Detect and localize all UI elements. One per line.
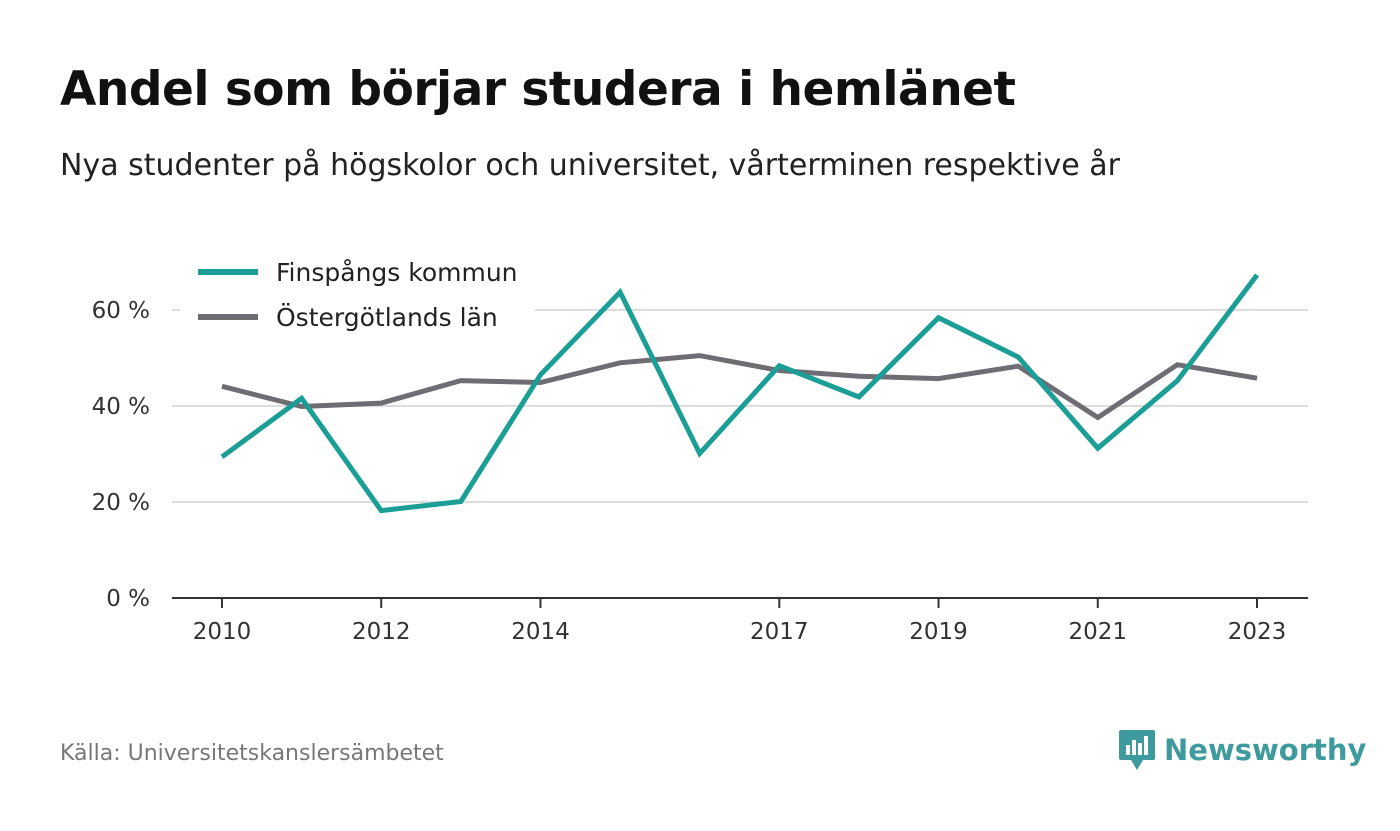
legend-label: Östergötlands län — [276, 303, 498, 332]
legend-label: Finspångs kommun — [276, 258, 518, 287]
series-line-ostergotland — [221, 353, 1258, 421]
x-axis: 2010 2012 2014 2017 2019 2021 2023 — [172, 597, 1308, 645]
chart-subtitle: Nya studenter på högskolor och universit… — [60, 148, 1120, 183]
chart-title: Andel som börjar studera i hemlänet — [60, 62, 1016, 117]
x-tick-label: 2021 — [1068, 619, 1127, 645]
y-tick-label: 60 % — [92, 298, 150, 324]
source-note: Källa: Universitetskanslersämbetet — [60, 741, 444, 766]
x-tick-label: 2014 — [511, 619, 570, 645]
line-chart: 0 % 20 % 40 % 60 % 2010 2012 2014 2017 2019 2021… — [91, 248, 1308, 645]
y-tick-label: 0 % — [106, 586, 150, 612]
x-tick-label: 2010 — [193, 619, 252, 645]
y-tick-label: 20 % — [92, 490, 150, 516]
newsworthy-logo-icon — [1119, 730, 1155, 770]
legend-background — [180, 248, 535, 340]
legend: Finspångs kommun Östergötlands län — [180, 248, 535, 340]
series-line-finspang — [220, 273, 1259, 514]
x-tick-label: 2023 — [1228, 619, 1287, 645]
y-axis-tick-labels: 0 % 20 % 40 % 60 % — [92, 298, 150, 612]
y-tick-label: 40 % — [92, 394, 150, 420]
brand-logo: Newsworthy — [1118, 728, 1366, 772]
x-tick-label: 2017 — [750, 619, 809, 645]
brand-name: Newsworthy — [1164, 733, 1367, 767]
x-tick-label: 2012 — [352, 619, 411, 645]
x-tick-label: 2019 — [909, 619, 968, 645]
series-lines — [220, 273, 1259, 514]
